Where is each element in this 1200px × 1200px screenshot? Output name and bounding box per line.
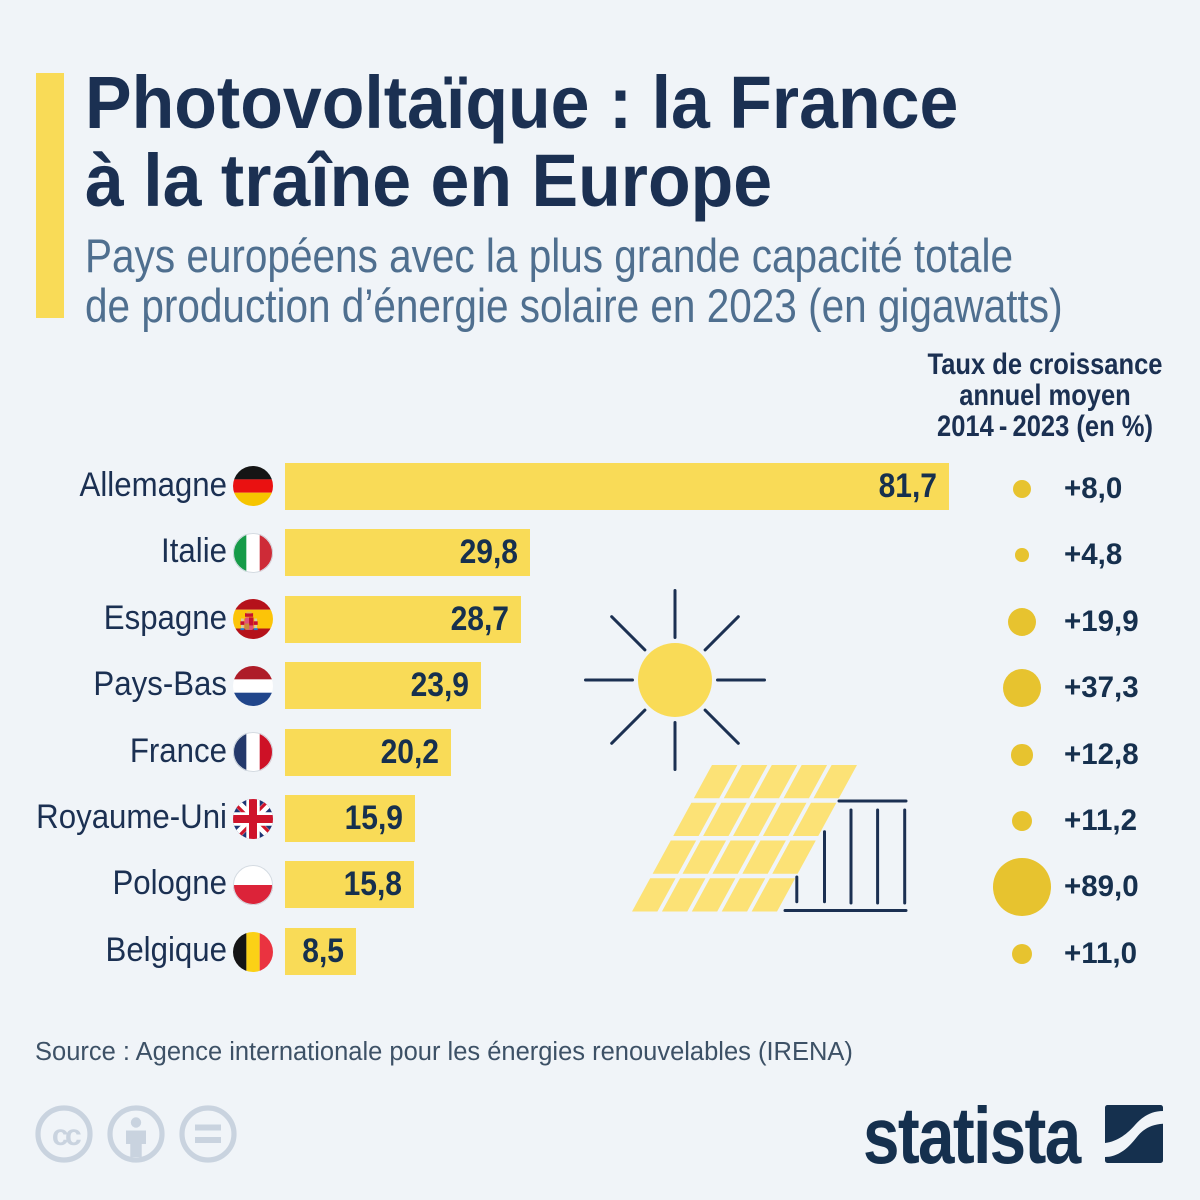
svg-text:cc: cc [52, 1119, 81, 1152]
